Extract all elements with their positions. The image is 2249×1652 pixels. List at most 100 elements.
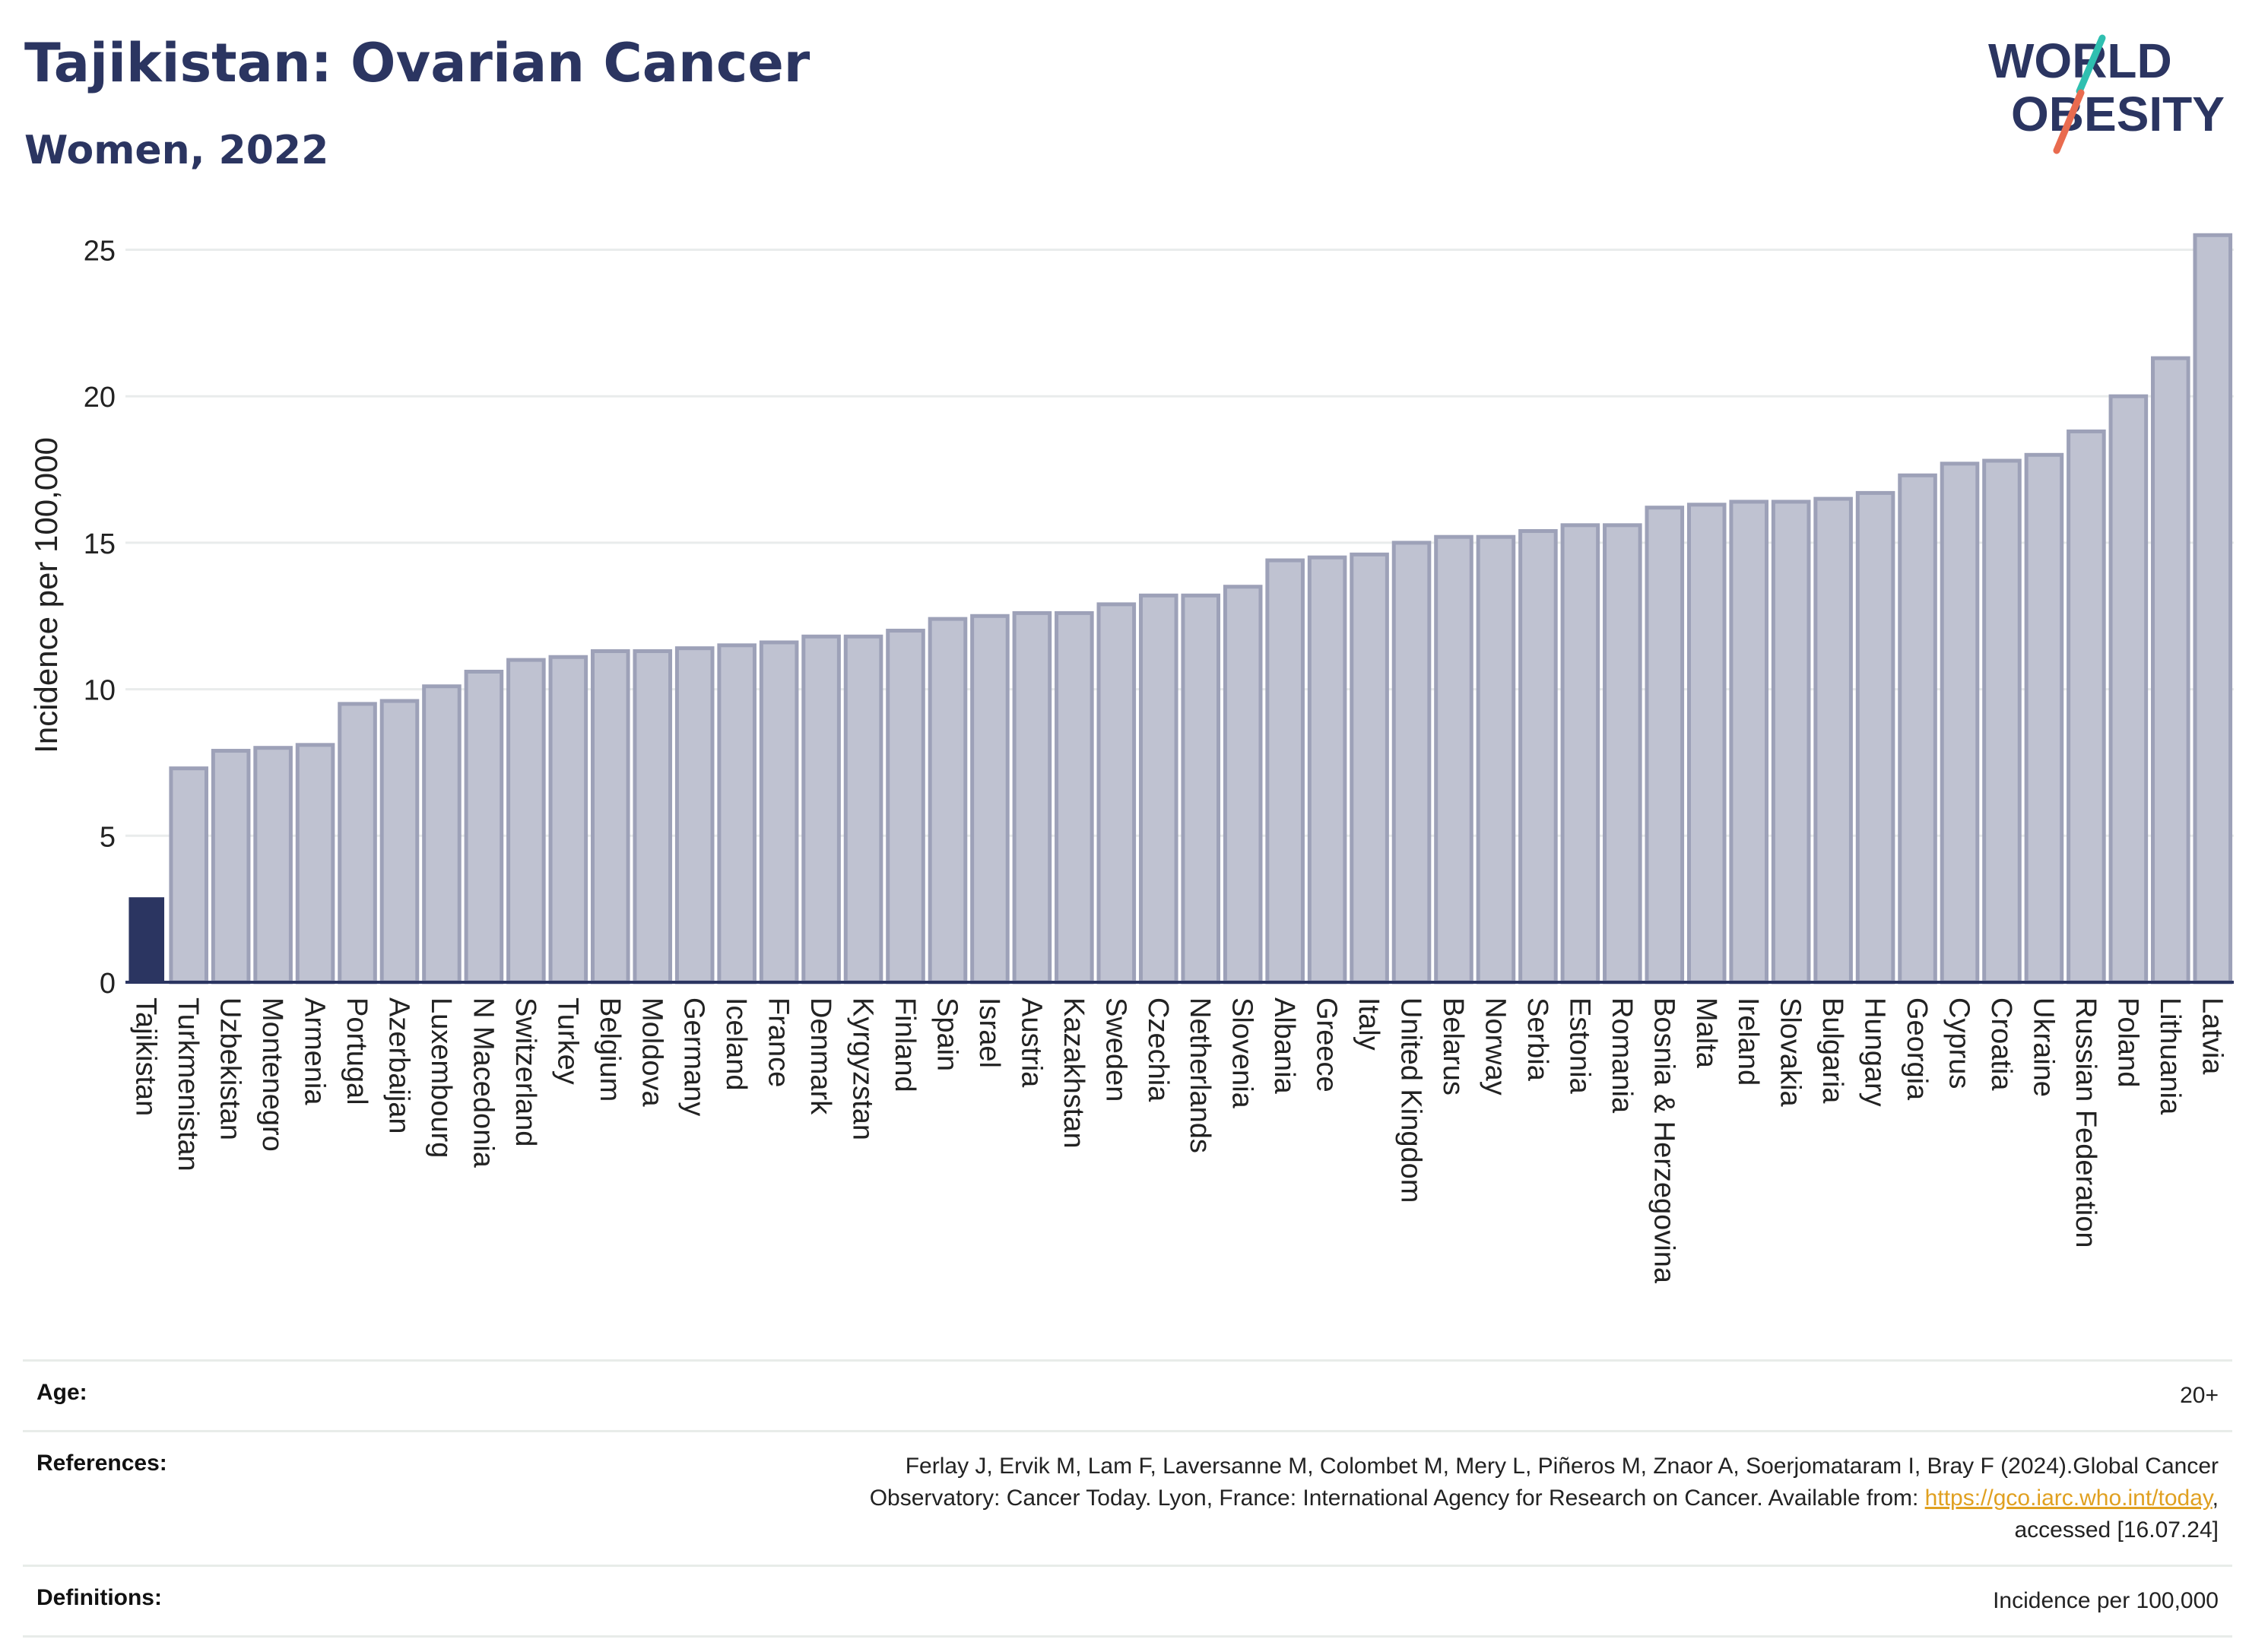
bar xyxy=(1391,541,1432,985)
y-axis-label: Incidence per 100,000 xyxy=(28,437,64,753)
bar xyxy=(1813,496,1853,985)
bar xyxy=(801,634,841,985)
x-tick-label: N Macedonia xyxy=(467,997,499,1168)
x-tick-label: Italy xyxy=(1353,997,1385,1051)
x-tick-label: Latvia xyxy=(2196,997,2228,1075)
definitions-label: Definitions: xyxy=(36,1585,162,1610)
references-row: References: Ferlay J, Ervik M, Lam F, La… xyxy=(23,1430,2232,1565)
references-text-2: Observatory: Cancer Today. Lyon, France:… xyxy=(869,1486,1925,1511)
bar xyxy=(590,649,630,985)
bar xyxy=(1855,490,1895,985)
age-value: 20+ xyxy=(2180,1383,2219,1408)
x-tick-label: Israel xyxy=(973,997,1005,1068)
y-tick-label: 20 xyxy=(84,382,116,414)
x-tick-label: Slovakia xyxy=(1775,997,1806,1107)
bar xyxy=(1645,506,1685,985)
x-tick-label: Finland xyxy=(889,997,921,1092)
bar xyxy=(1898,473,1937,985)
definitions-value: Incidence per 100,000 xyxy=(1993,1588,2219,1613)
definitions-row: Definitions: Incidence per 100,000 xyxy=(23,1565,2232,1638)
page-subtitle: Women, 2022 xyxy=(24,128,329,173)
x-tick-label: Bosnia & Herzegovina xyxy=(1648,997,1680,1284)
bar xyxy=(548,655,588,985)
x-tick-label: Montenegro xyxy=(256,997,288,1152)
y-tick-label: 25 xyxy=(84,236,116,268)
x-tick-label: Germany xyxy=(678,997,710,1116)
bar-chart: 0 5 10 15 20 25 Incidence per 100,000 Tajikista… xyxy=(28,233,2234,1284)
x-tick-label: Serbia xyxy=(1521,997,1553,1082)
bar xyxy=(169,766,208,985)
bar xyxy=(928,617,968,985)
logo-slash-teal xyxy=(2076,34,2106,95)
bar xyxy=(464,669,504,985)
logo-line2: OBESITY xyxy=(2011,87,2225,141)
x-tick-label: United Kingdom xyxy=(1395,997,1427,1203)
age-label: Age: xyxy=(36,1380,87,1405)
bar xyxy=(1012,610,1052,985)
x-tick-label: Netherlands xyxy=(1184,997,1216,1153)
x-tick-label: Lithuania xyxy=(2154,997,2186,1115)
bar xyxy=(1307,555,1347,985)
x-tick-label: Belarus xyxy=(1437,997,1469,1096)
bar xyxy=(970,614,1010,985)
x-tick-label: Switzerland xyxy=(509,997,541,1146)
x-tick-label: Bulgaria xyxy=(1816,997,1848,1104)
bar xyxy=(1982,458,2022,985)
x-tick-label: Iceland xyxy=(720,997,752,1091)
y-tick-label: 5 xyxy=(100,821,116,853)
bar xyxy=(506,658,546,985)
bar xyxy=(379,699,420,985)
x-tick-label: Azerbaijan xyxy=(382,997,414,1134)
world-obesity-logo: WORLD OBESITY xyxy=(1988,33,2225,154)
bar xyxy=(1138,593,1178,985)
y-tick-label: 15 xyxy=(84,528,116,560)
x-tick-label: Portugal xyxy=(341,997,373,1105)
x-tick-label: Russian Federation xyxy=(2070,997,2101,1248)
bar xyxy=(1096,602,1137,985)
bar xyxy=(1603,523,1642,985)
references-text-1: Ferlay J, Ervik M, Lam F, Laversanne M, … xyxy=(905,1454,2219,1479)
bar xyxy=(1476,534,1516,985)
bar xyxy=(717,643,757,985)
bar xyxy=(1055,610,1094,985)
references-link[interactable]: https://gco.iarc.who.int/today xyxy=(1924,1486,2213,1511)
bar xyxy=(211,749,251,985)
x-tick-label: Turkey xyxy=(551,997,583,1085)
x-tick-label: Moldova xyxy=(636,997,668,1107)
x-tick-label: Slovenia xyxy=(1226,997,1258,1109)
x-tick-label: Luxembourg xyxy=(425,997,457,1158)
bar xyxy=(422,684,462,985)
logo-slash-coral xyxy=(2053,89,2085,154)
x-tick-label: France xyxy=(763,997,795,1087)
bar xyxy=(2193,233,2233,985)
y-tick-label: 10 xyxy=(84,675,116,707)
bar xyxy=(1223,585,1263,985)
bar xyxy=(1729,499,1769,985)
x-tick-label: Georgia xyxy=(1901,997,1933,1101)
x-tick-label: Norway xyxy=(1479,997,1511,1096)
references-value: Ferlay J, Ervik M, Lam F, Laversanne M, … xyxy=(869,1454,2219,1543)
x-tick-label: Czechia xyxy=(1142,997,1174,1102)
x-tick-label: Belgium xyxy=(594,997,626,1102)
bar xyxy=(1686,503,1727,985)
references-label: References: xyxy=(36,1451,167,1476)
x-tick-label: Estonia xyxy=(1563,997,1595,1095)
x-tick-label: Spain xyxy=(931,997,963,1071)
bar xyxy=(1560,523,1600,985)
x-tick-label: Cyprus xyxy=(1943,997,1975,1089)
bar xyxy=(1940,461,1980,985)
age-row: Age: 20+ xyxy=(23,1359,2232,1430)
x-tick-label: Ireland xyxy=(1732,997,1764,1086)
bar xyxy=(1518,529,1558,985)
x-tick-label: Poland xyxy=(2111,997,2143,1087)
x-tick-label: Kyrgyzstan xyxy=(847,997,879,1140)
bar xyxy=(1181,593,1221,985)
page-title: Tajikistan: Ovarian Cancer xyxy=(24,32,810,94)
bar xyxy=(759,640,799,985)
x-tick-label: Albania xyxy=(1268,997,1300,1095)
bar xyxy=(674,646,715,985)
references-text-3: accessed [16.07.24] xyxy=(2014,1517,2219,1543)
x-tick-label: Greece xyxy=(1311,997,1343,1092)
bar xyxy=(295,743,335,985)
bar xyxy=(1771,499,1811,985)
